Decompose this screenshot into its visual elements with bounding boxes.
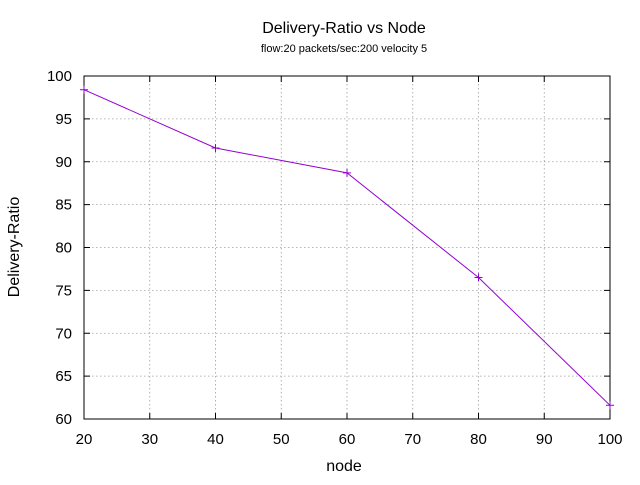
data-point-marker [343,168,351,177]
x-tick-label: 70 [404,431,421,448]
y-tick-label: 65 [55,368,72,385]
x-tick-label: 30 [141,431,158,448]
chart-title: Delivery-Ratio vs Node [262,20,426,37]
x-tick-label: 40 [207,431,224,448]
y-tick-label: 85 [55,197,72,214]
x-tick-label: 90 [536,431,553,448]
series [80,85,614,410]
y-tick-label: 90 [55,154,72,171]
ticks: 20 30 40 50 60 70 80 90 100 60 65 70 75 80 85 90 95 100 [47,68,623,448]
y-tick-label: 70 [55,325,72,342]
data-point-marker [80,85,88,94]
x-tick-label: 50 [273,431,290,448]
y-axis-label: Delivery-Ratio [6,197,23,298]
y-tick-label: 100 [47,68,72,85]
y-tick-label: 80 [55,240,72,257]
grid [84,76,610,419]
y-tick-label: 75 [55,282,72,299]
x-tick-label: 60 [339,431,356,448]
data-point-marker [211,144,220,153]
x-tick-label: 20 [76,431,93,448]
plot-frame [83,75,611,420]
data-point-marker [474,273,483,282]
x-axis-label: node [326,458,362,475]
y-tick-label: 60 [55,411,72,428]
y-tick-label: 95 [55,111,72,128]
x-tick-label: 100 [597,431,622,448]
data-point-marker [606,401,614,410]
chart-subtitle: flow:20 packets/sec:200 velocity 5 [261,43,427,55]
x-tick-label: 80 [470,431,487,448]
